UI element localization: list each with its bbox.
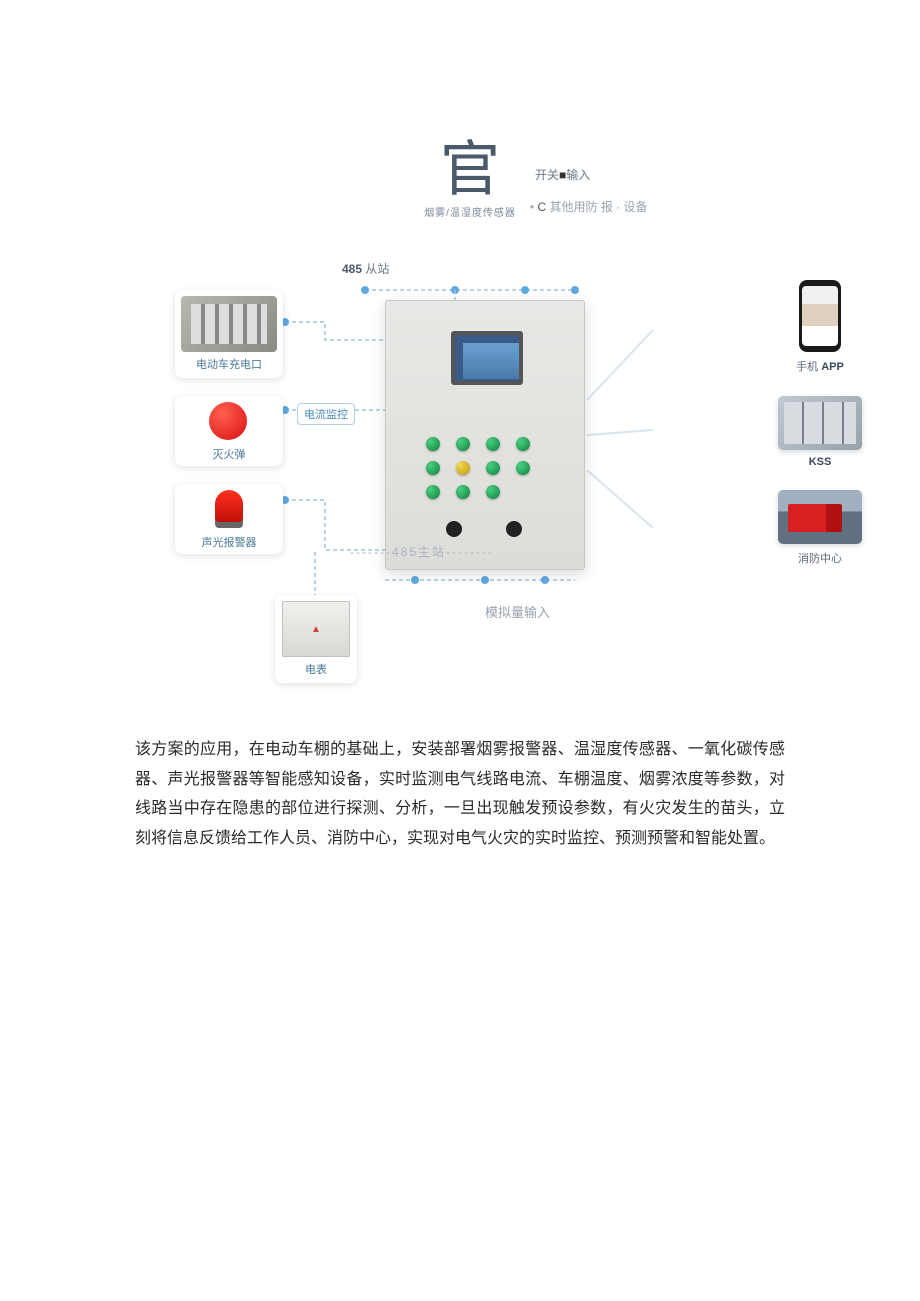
knob-icon	[506, 521, 522, 537]
output-kss-label: KSS	[775, 456, 865, 468]
device-siren-label: 声光报警器	[179, 534, 279, 550]
device-fireball: 灭火弹	[175, 396, 283, 466]
cabinet-screen-icon	[451, 331, 523, 385]
output-phone-label: 手机 APP	[775, 358, 865, 374]
label-analog-input: 模拟量输入	[485, 602, 550, 621]
device-charger-label: 电动车充电口	[181, 356, 277, 372]
siren-icon	[181, 488, 277, 530]
legend-switch-input: 开关■输入	[535, 166, 590, 183]
phone-icon	[799, 280, 841, 352]
led-icon	[456, 437, 470, 451]
fireball-icon	[181, 400, 277, 442]
device-charger: 电动车充电口	[175, 290, 283, 378]
led-icon	[486, 437, 500, 451]
device-meter: 电表	[275, 595, 357, 683]
legend-switch-prefix: 开关	[535, 168, 559, 182]
charger-icon	[181, 296, 277, 352]
label-485-slave: 485 从站	[342, 260, 389, 277]
led-icon	[456, 461, 470, 475]
system-diagram: 电动车充电口 灭火弹 声光报警器	[175, 280, 755, 695]
monitor-wall-icon	[778, 396, 862, 450]
device-fireball-label: 灭火弹	[179, 446, 279, 462]
control-cabinet	[385, 300, 585, 570]
led-icon	[486, 461, 500, 475]
input-device-column: 电动车充电口 灭火弹 声光报警器	[175, 290, 283, 572]
output-fire-center-label: 消防中心	[775, 550, 865, 566]
led-icon	[456, 485, 470, 499]
led-icon	[426, 485, 440, 499]
device-meter-label: 电表	[281, 661, 351, 677]
legend-bullet: •	[530, 200, 538, 214]
legend-other-device: • C 其他用防 报 · 设备	[530, 198, 648, 215]
legend-other-text: 其他用防 报 · 设备	[546, 200, 647, 214]
led-icon	[426, 461, 440, 475]
led-icon	[426, 437, 440, 451]
led-icon	[516, 461, 530, 475]
label-485-master: -------485主站--------	[350, 543, 494, 560]
led-row-2	[426, 461, 530, 475]
fire-truck-icon	[778, 490, 862, 544]
led-row-3	[426, 485, 500, 499]
description-paragraph: 该方案的应用，在电动车棚的基础上，安装部署烟雾报警器、温湿度传感器、一氧化碳传感…	[135, 735, 785, 853]
output-phone-app: 手机 APP	[775, 280, 865, 374]
legend-switch-suffix: 输入	[566, 168, 590, 182]
led-icon	[516, 437, 530, 451]
legend-c-mark: C	[538, 200, 547, 214]
label-current-monitor: 电流监控	[297, 403, 355, 425]
led-icon	[486, 485, 500, 499]
led-row-1	[426, 437, 530, 451]
meter-icon	[282, 601, 350, 657]
output-column: 手机 APP KSS 消防中心	[775, 280, 865, 588]
output-kss: KSS	[775, 396, 865, 468]
knob-icon	[446, 521, 462, 537]
device-siren: 声光报警器	[175, 484, 283, 554]
